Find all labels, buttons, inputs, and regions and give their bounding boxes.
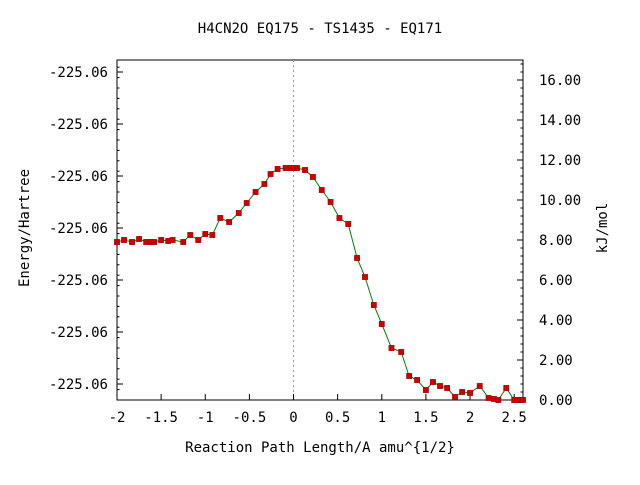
data-point [495,397,502,403]
data-point [503,385,510,391]
data-point [398,349,405,355]
x-tick-label: -0.5 [233,410,267,426]
y-axis-label-right: kJ/mol [595,203,611,254]
right-axis-ticks: 0.00 2.00 4.00 6.00 8.00 10.00 12.00 14.00 16.00 [517,63,581,409]
data-point [195,237,202,243]
data-point [294,165,300,171]
left-tick-label: -225.06 [49,221,108,237]
right-tick-label: 10.00 [539,193,581,209]
data-point [345,221,352,227]
data-point [243,200,250,206]
right-tick-label: 14.00 [539,113,581,129]
data-point [406,373,413,379]
right-tick-label: 12.00 [539,153,581,169]
left-tick-label: -225.06 [49,325,108,341]
data-point [121,237,127,243]
data-point [354,255,360,261]
data-point [274,166,281,172]
left-tick-label: -225.06 [49,169,108,185]
data-point [310,174,316,180]
data-point [378,321,385,327]
right-tick-label: 8.00 [539,233,573,249]
data-point [444,385,450,391]
data-point [388,345,395,351]
left-tick-label: -225.06 [49,65,108,81]
x-tick-label: 2 [466,410,474,426]
x-tick-label: 2.5 [502,410,527,426]
right-tick-label: 0.00 [539,393,573,409]
data-point [485,395,492,401]
energy-profile-line [116,167,523,401]
data-point [114,239,120,245]
data-point [202,231,209,237]
data-point [235,210,242,216]
x-tick-label: -1.5 [144,410,178,426]
data-point [129,239,135,245]
chart-title: H4CN2O EQ175 - TS1435 - EQ171 [198,21,442,37]
data-point [158,237,165,243]
data-point [267,171,274,177]
data-point [151,239,157,245]
data-point [336,215,343,221]
data-point [459,389,465,395]
left-tick-label: -225.06 [49,377,108,393]
data-point [437,383,443,389]
series-group [114,165,526,403]
data-point [217,215,224,221]
data-point [209,232,216,238]
data-point [467,390,473,396]
data-point [520,397,526,403]
data-point [430,379,436,385]
data-point [362,274,368,280]
data-point [226,219,232,225]
x-tick-label: 0 [289,410,297,426]
x-tick-label: -2 [109,410,126,426]
x-tick-label: 1.5 [413,410,438,426]
data-point [327,199,334,205]
right-tick-label: 16.00 [539,73,581,89]
x-axis-ticks: -2 -1.5 -1 -0.5 0 0.5 1 1.5 2 2.5 [109,394,527,426]
data-point [302,167,308,173]
x-axis-label: Reaction Path Length/A amu^{1/2} [185,440,455,456]
left-axis-ticks: -225.06 -225.06 -225.06 -225.06 -225.06 -225.… [49,65,123,401]
data-point [476,383,483,389]
right-tick-label: 2.00 [539,353,573,369]
left-tick-label: -225.06 [49,117,108,133]
data-point [452,394,458,400]
plot-frame [116,59,524,401]
right-tick-label: 6.00 [539,273,573,289]
x-tick-label: 0.5 [325,410,350,426]
data-point [414,377,420,383]
data-point [169,237,176,243]
data-point [187,232,194,238]
data-point [252,189,259,195]
x-tick-label: 1 [378,410,386,426]
y-axis-label-left: Energy/Hartree [17,169,33,287]
data-point [318,187,325,193]
data-point [136,236,142,242]
data-point [261,181,268,187]
data-point [423,387,429,393]
right-tick-label: 4.00 [539,313,573,329]
data-point [180,239,187,245]
left-tick-label: -225.06 [49,273,108,289]
x-tick-label: -1 [197,410,214,426]
data-point [370,302,377,308]
